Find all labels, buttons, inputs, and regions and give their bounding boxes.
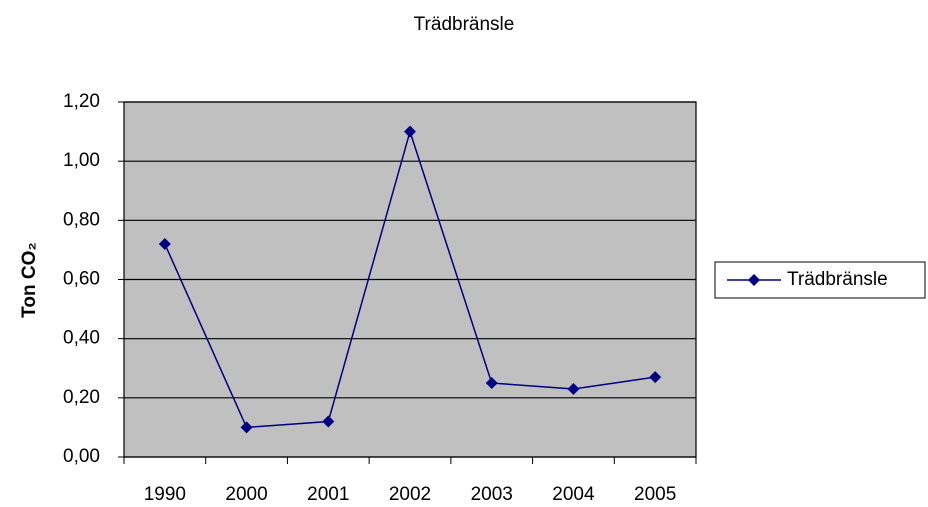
y-tick-label: 0,80 (63, 209, 100, 230)
y-tick-label: 1,20 (63, 91, 100, 112)
marker (240, 421, 253, 434)
y-tick-label: 1,00 (63, 150, 100, 171)
chart-title: Trädbränsle (414, 14, 515, 35)
plot-border (123, 101, 697, 458)
legend-label: Trädbränsle (787, 269, 888, 290)
legend-marker (748, 274, 760, 286)
x-tick-label: 2005 (634, 484, 676, 505)
x-tick-label: 2004 (552, 484, 595, 505)
x-tick-label: 2001 (307, 484, 349, 505)
marker (404, 125, 416, 138)
x-tick-label: 2003 (471, 484, 513, 505)
y-tick-label: 0,40 (63, 328, 100, 349)
y-tick-label: 0,60 (63, 269, 100, 290)
marker (485, 377, 498, 390)
x-tick-label: 2002 (389, 484, 431, 505)
x-tick-label: 1990 (144, 484, 186, 505)
marker (649, 371, 662, 384)
x-tick-label: 2000 (225, 484, 267, 505)
marker (322, 415, 335, 428)
y-tick-label: 0,00 (63, 446, 100, 467)
marker (158, 238, 171, 250)
y-tick-label: 0,20 (63, 387, 100, 408)
y-axis-label: Ton CO₂ (19, 242, 40, 318)
marker (567, 382, 580, 395)
